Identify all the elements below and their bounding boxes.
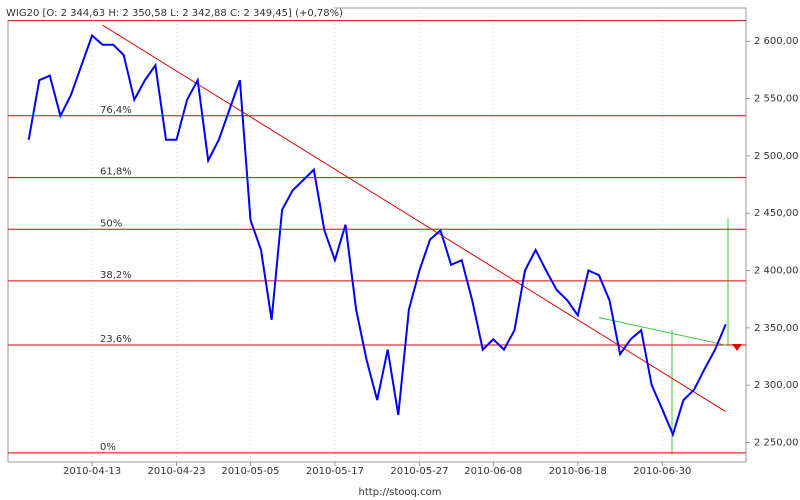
level-label: 50%: [100, 218, 122, 229]
level-label: 76,4%: [100, 105, 132, 116]
x-tick-label: 2010-06-30: [633, 466, 691, 477]
x-tick-label: 2010-04-13: [63, 466, 121, 477]
x-tick-label: 2010-05-05: [221, 466, 279, 477]
price-marker: [732, 344, 742, 351]
y-tick-label: 2 550,00: [754, 94, 799, 105]
x-tick-label: 2010-06-18: [549, 466, 607, 477]
x-tick-label: 2010-05-17: [306, 466, 364, 477]
chart-title: WIG20 [O: 2 344,63 H: 2 350,58 L: 2 342,…: [6, 8, 343, 19]
trend-line: [598, 317, 726, 346]
x-tick-label: 2010-05-27: [390, 466, 448, 477]
level-label: 61,8%: [100, 167, 132, 178]
footer: http://stooq.com: [359, 487, 442, 498]
y-tick-label: 2 400,00: [754, 266, 799, 277]
plot-area: [7, 7, 747, 463]
y-tick-label: 2 350,00: [754, 323, 799, 334]
y-tick-label: 2 300,00: [754, 380, 799, 391]
trend-line: [102, 24, 726, 412]
y-tick-label: 2 500,00: [754, 151, 799, 162]
level-label: 23,6%: [100, 334, 132, 345]
level-label: 38,2%: [100, 270, 132, 281]
y-tick-label: 2 450,00: [754, 208, 799, 219]
price-line: [27, 33, 727, 438]
y-tick-label: 2 600,00: [754, 36, 799, 47]
title-bg: [4, 6, 334, 20]
level-label: 0%: [100, 442, 116, 453]
y-tick-label: 2 250,00: [754, 438, 799, 449]
x-tick-label: 2010-06-08: [464, 466, 522, 477]
x-tick-label: 2010-04-23: [147, 466, 205, 477]
